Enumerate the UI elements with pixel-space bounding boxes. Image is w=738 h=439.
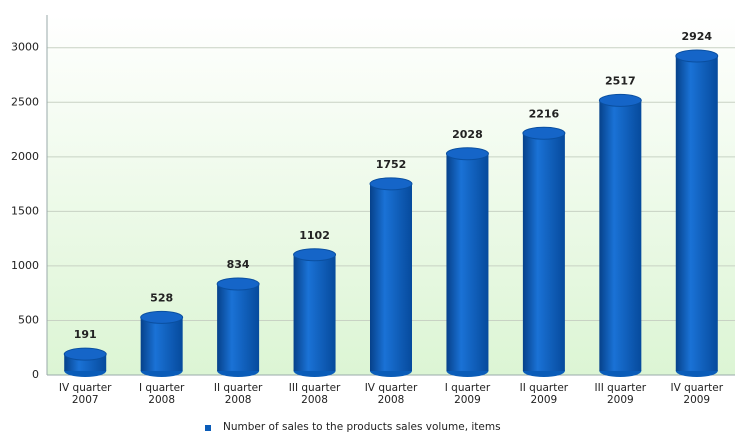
- value-label: 2028: [452, 128, 483, 141]
- value-label: 1102: [299, 229, 330, 242]
- y-tick-label: 3000: [11, 41, 39, 54]
- x-tick-label: III quarter 2009: [594, 382, 647, 406]
- cylinder-top: [675, 49, 719, 63]
- cylinder-top: [445, 147, 489, 161]
- value-label: 1752: [376, 158, 407, 171]
- x-tick-label: II quarter 2009: [519, 382, 569, 406]
- bar: [293, 254, 336, 371]
- bar: [140, 317, 183, 371]
- bar: [446, 153, 489, 371]
- y-tick-label: 1500: [11, 204, 39, 217]
- bar: [599, 100, 642, 371]
- legend-swatch: [205, 425, 211, 431]
- cylinder-top: [140, 310, 184, 324]
- y-tick-label: 0: [32, 368, 39, 381]
- value-label: 834: [227, 258, 250, 271]
- value-label: 2216: [529, 107, 560, 120]
- x-tick-label: IV quarter 2007: [58, 382, 112, 406]
- bar: [217, 284, 260, 371]
- bar: [522, 133, 565, 371]
- cylinder-top: [369, 177, 413, 191]
- x-tick-label: IV quarter 2008: [364, 382, 418, 406]
- cylinder-top: [63, 347, 107, 361]
- value-label: 191: [74, 328, 97, 341]
- y-tick-label: 500: [18, 313, 39, 326]
- legend-label: Number of sales to the products sales vo…: [223, 421, 501, 433]
- cylinder-top: [522, 126, 566, 140]
- cylinder-top: [216, 277, 260, 291]
- value-label: 2517: [605, 74, 636, 87]
- cylinder-top: [293, 248, 337, 262]
- y-tick-label: 1000: [11, 259, 39, 272]
- bar: [675, 56, 718, 371]
- x-tick-label: I quarter 2009: [444, 382, 491, 406]
- x-tick-label: III quarter 2008: [288, 382, 341, 406]
- value-label: 2924: [681, 30, 712, 43]
- x-tick-label: II quarter 2008: [213, 382, 263, 406]
- y-tick-label: 2500: [11, 95, 39, 108]
- x-tick-label: IV quarter 2009: [670, 382, 724, 406]
- cylinder-top: [598, 93, 642, 107]
- x-tick-label: I quarter 2008: [138, 382, 185, 406]
- y-tick-label: 2000: [11, 150, 39, 163]
- value-label: 528: [150, 291, 173, 304]
- bar: [370, 183, 412, 371]
